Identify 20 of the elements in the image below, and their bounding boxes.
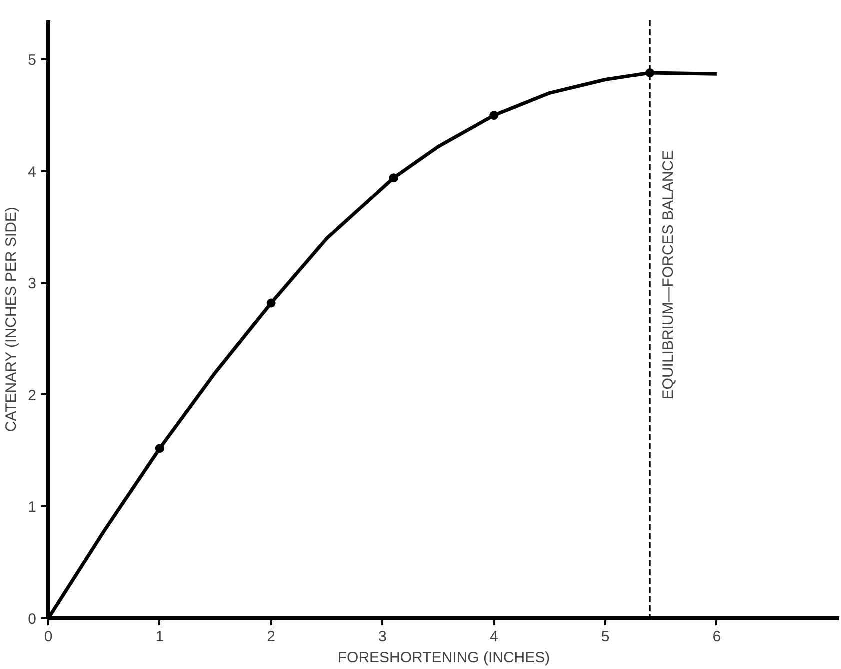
x-tick-label: 1 [156,628,164,646]
x-tick-label: 4 [490,628,498,646]
point [490,111,499,120]
x-tick-label: 6 [712,628,722,646]
x-tick-label: 3 [378,628,387,646]
x-tick-label: 0 [44,628,53,646]
ref-line-label: EQUILIBRIUM—FORCES BALANCE [660,150,678,400]
point [266,298,276,308]
x-tick-label: 2 [267,628,276,646]
y-tick-label: 3 [28,276,36,293]
y-tick-label: 5 [28,52,36,70]
x-axis-title: FORESHORTENING (INCHES) [338,650,550,666]
y-tick-label: 1 [28,499,36,516]
y-tick-label: 0 [28,611,36,628]
y-tick-label: 2 [28,387,36,404]
point [155,444,164,454]
y-tick-label: 4 [28,164,36,181]
point [389,174,398,183]
x-tick-label: 5 [601,628,610,646]
y-axis-title: CATENARY (INCHES PER SIDE) [3,207,20,432]
